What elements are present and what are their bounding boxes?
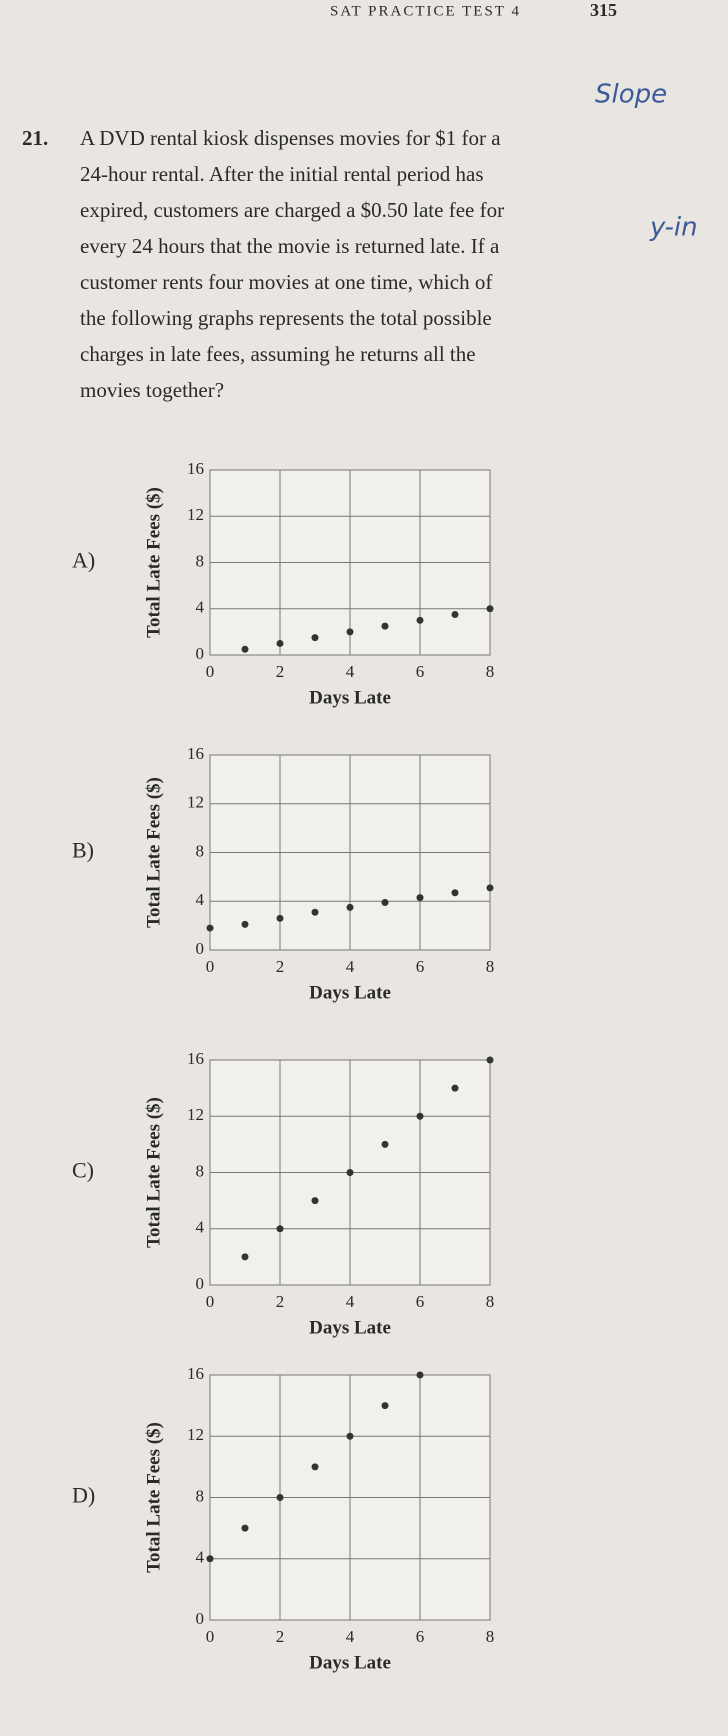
x-tick-label: 0	[206, 1627, 215, 1646]
data-point	[311, 634, 319, 642]
data-point	[311, 1197, 319, 1205]
x-axis-label: Days Late	[309, 982, 391, 1003]
question-line: A DVD rental kiosk dispenses movies for …	[80, 126, 501, 150]
data-point	[486, 884, 494, 892]
data-point	[416, 1371, 424, 1379]
x-tick-label: 4	[346, 662, 355, 681]
data-point	[451, 611, 459, 619]
data-point	[346, 1169, 354, 1176]
data-point	[346, 1432, 354, 1440]
data-point	[206, 1555, 214, 1563]
x-tick-label: 0	[206, 957, 215, 976]
x-tick-label: 8	[486, 1292, 495, 1311]
question-line: 24-hour rental. After the initial rental…	[80, 162, 484, 186]
y-tick-label: 12	[187, 505, 204, 524]
data-point	[451, 889, 459, 897]
x-tick-label: 6	[416, 662, 425, 681]
question-line: movies together?	[80, 378, 224, 402]
y-tick-label: 16	[187, 1049, 204, 1068]
x-tick-label: 4	[346, 957, 355, 976]
y-tick-label: 4	[196, 598, 205, 617]
x-tick-label: 8	[486, 662, 495, 681]
y-tick-label: 0	[196, 939, 205, 958]
data-point	[241, 920, 249, 928]
data-point	[451, 1084, 459, 1092]
question-line: the following graphs represents the tota…	[80, 306, 492, 330]
y-tick-label: 8	[196, 841, 205, 860]
data-point	[241, 645, 249, 653]
y-tick-label: 4	[196, 1218, 205, 1237]
y-axis-label: Total Late Fees ($)	[143, 487, 164, 638]
data-point	[416, 616, 424, 624]
x-tick-label: 4	[346, 1627, 355, 1646]
x-tick-label: 2	[276, 1292, 285, 1311]
x-axis-label: Days Late	[309, 1652, 391, 1673]
x-tick-label: 2	[276, 957, 285, 976]
question-line: charges in late fees, assuming he return…	[80, 342, 476, 366]
option-label: D)	[72, 1483, 95, 1508]
y-tick-label: 0	[196, 1609, 205, 1628]
y-tick-label: 8	[196, 1486, 205, 1505]
y-tick-label: 12	[187, 1425, 204, 1444]
data-point	[276, 914, 284, 922]
x-tick-label: 0	[206, 1292, 215, 1311]
data-point	[311, 1463, 319, 1471]
data-point	[276, 1225, 284, 1233]
y-tick-label: 16	[187, 744, 204, 763]
question-number: 21.	[22, 126, 48, 150]
data-point	[241, 1253, 249, 1261]
data-point	[206, 924, 214, 932]
data-point	[241, 1524, 249, 1532]
data-point	[346, 628, 354, 636]
x-tick-label: 0	[206, 662, 215, 681]
y-tick-label: 0	[196, 644, 205, 663]
data-point	[486, 605, 494, 613]
data-point	[381, 1402, 389, 1410]
x-tick-label: 8	[486, 957, 495, 976]
question-line: every 24 hours that the movie is returne…	[80, 234, 500, 258]
handwritten-note: y-in	[649, 213, 698, 243]
question-line: expired, customers are charged a $0.50 l…	[80, 198, 504, 222]
x-tick-label: 6	[416, 957, 425, 976]
y-axis-label: Total Late Fees ($)	[143, 777, 164, 928]
data-point	[381, 898, 389, 906]
y-tick-label: 16	[187, 459, 204, 478]
question-line: customer rents four movies at one time, …	[80, 270, 492, 294]
data-point	[311, 908, 319, 916]
x-tick-label: 6	[416, 1292, 425, 1311]
y-tick-label: 8	[196, 1161, 205, 1180]
data-point	[381, 622, 389, 630]
y-tick-label: 12	[187, 1105, 204, 1124]
option-label: B)	[72, 838, 94, 863]
data-point	[416, 1112, 424, 1120]
y-tick-label: 8	[196, 551, 205, 570]
data-point	[416, 894, 424, 902]
data-point	[486, 1056, 494, 1064]
x-tick-label: 2	[276, 662, 285, 681]
y-axis-label: Total Late Fees ($)	[143, 1097, 164, 1248]
y-tick-label: 16	[187, 1364, 204, 1383]
data-point	[346, 903, 354, 911]
x-axis-label: Days Late	[309, 687, 391, 708]
page-number: 315	[590, 0, 617, 20]
handwritten-note: Slope	[595, 80, 667, 110]
x-tick-label: 6	[416, 1627, 425, 1646]
x-tick-label: 4	[346, 1292, 355, 1311]
data-point	[381, 1140, 389, 1148]
data-point	[276, 1494, 284, 1501]
option-label: A)	[72, 548, 95, 573]
y-axis-label: Total Late Fees ($)	[143, 1422, 164, 1573]
x-tick-label: 2	[276, 1627, 285, 1646]
option-label: C)	[72, 1158, 94, 1183]
y-tick-label: 0	[196, 1274, 205, 1293]
x-tick-label: 8	[486, 1627, 495, 1646]
y-tick-label: 4	[196, 1548, 205, 1567]
x-axis-label: Days Late	[309, 1317, 391, 1338]
y-tick-label: 12	[187, 793, 204, 812]
running-head: SAT PRACTICE TEST 4	[330, 3, 521, 19]
data-point	[276, 639, 284, 647]
y-tick-label: 4	[196, 890, 205, 909]
